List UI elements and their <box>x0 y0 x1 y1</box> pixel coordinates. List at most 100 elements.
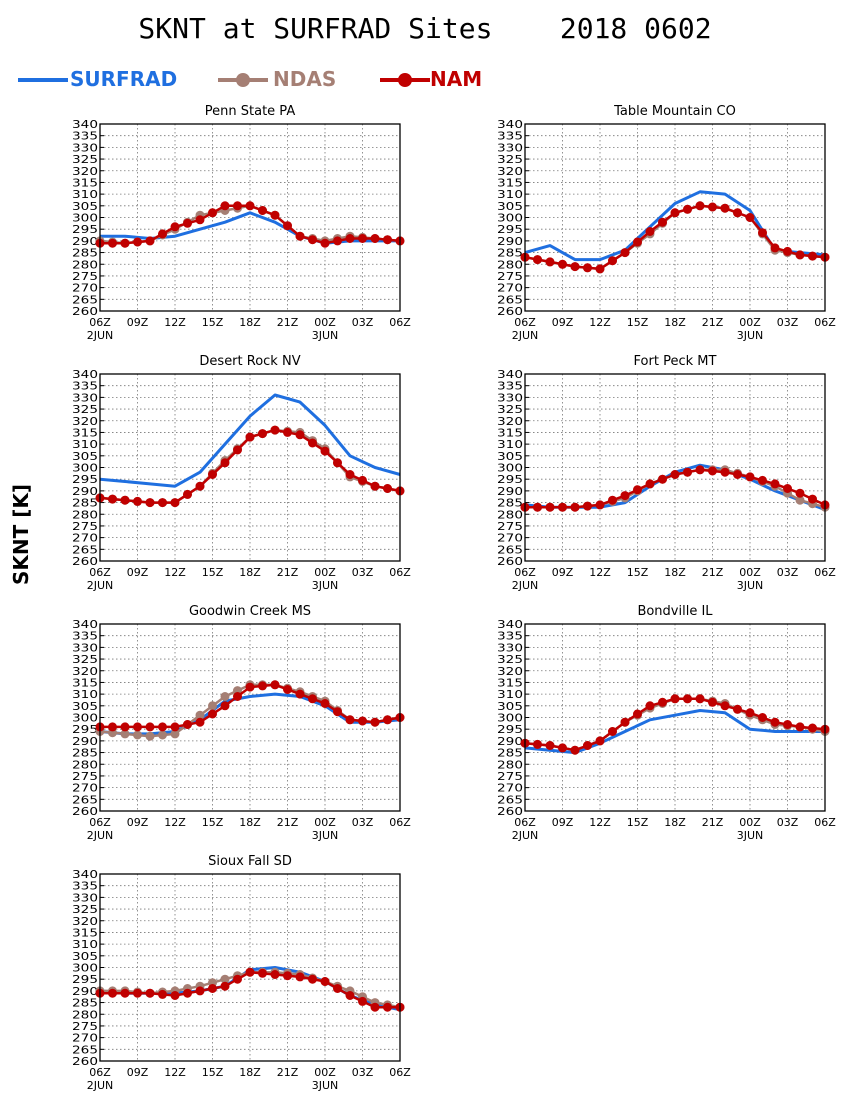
y-tick-label: 325 <box>72 403 98 416</box>
series-marker-nam <box>133 988 142 998</box>
y-tick-label: 340 <box>497 118 523 131</box>
series-marker-nam <box>195 481 205 491</box>
x-tick-label: 00Z <box>314 816 336 829</box>
series-marker-nam <box>708 697 717 707</box>
y-tick-label: 280 <box>497 258 523 271</box>
series-marker-nam <box>545 502 555 512</box>
y-tick-label: 290 <box>497 485 523 498</box>
y-tick-label: 305 <box>72 950 98 963</box>
series-marker-nam <box>733 470 742 479</box>
y-tick-label: 325 <box>72 153 98 166</box>
y-tick-label: 260 <box>497 305 523 318</box>
x-tick-label: 06Z <box>514 816 536 829</box>
x-tick-label: 18Z <box>239 566 261 579</box>
plot-frame <box>99 623 401 812</box>
x-tick-label: 12Z <box>589 816 611 829</box>
series-marker-ndas <box>220 692 230 701</box>
x-tick-label: 00Z <box>314 316 336 329</box>
y-tick-label: 340 <box>72 868 98 881</box>
series-marker-nam <box>358 234 367 243</box>
series-marker-nam <box>583 741 592 750</box>
series-marker-nam <box>208 470 217 479</box>
y-tick-label: 280 <box>497 758 523 771</box>
series-marker-nam <box>208 984 217 993</box>
series-marker-nam <box>645 227 655 236</box>
panel-title: Bondville IL <box>637 604 713 619</box>
x-tick-label: 03Z <box>777 816 799 829</box>
series-marker-nam <box>133 237 142 247</box>
series-marker-nam <box>158 722 167 732</box>
series-marker-nam <box>658 217 667 227</box>
series-marker-nam <box>170 498 180 508</box>
x-tick-label: 09Z <box>552 816 574 829</box>
x-tick-label: 12Z <box>589 316 611 329</box>
y-tick-label: 330 <box>497 641 523 654</box>
legend-label-ndas: NDAS <box>273 67 337 91</box>
series-marker-ndas <box>208 701 217 711</box>
x-tick-sublabel: 2JUN <box>512 579 539 592</box>
series-marker-nam <box>808 251 817 261</box>
series-marker-nam <box>345 234 355 243</box>
y-tick-label: 320 <box>497 665 523 678</box>
y-tick-label: 325 <box>72 903 98 916</box>
series-marker-nam <box>320 699 330 708</box>
series-marker-nam <box>758 475 767 485</box>
series-marker-nam <box>295 231 305 241</box>
y-tick-label: 315 <box>497 676 523 689</box>
series-marker-nam <box>208 208 217 218</box>
series-marker-nam <box>270 425 280 435</box>
y-tick-label: 315 <box>72 926 98 939</box>
x-tick-sublabel: 3JUN <box>312 329 339 342</box>
x-tick-sublabel: 3JUN <box>737 329 764 342</box>
x-tick-label: 09Z <box>127 566 149 579</box>
x-tick-label: 06Z <box>89 1066 111 1079</box>
series-marker-nam <box>783 484 792 493</box>
y-tick-label: 285 <box>497 247 523 260</box>
y-tick-label: 280 <box>72 1008 98 1021</box>
panel-sioux-fall-sd: Sioux Fall SD 260265270275280285290295300… <box>72 854 411 1092</box>
series-marker-ndas <box>133 730 142 740</box>
y-tick-label: 335 <box>497 630 523 643</box>
panel-desert-rock-nv: Desert Rock NV26026527027528028529029530… <box>72 354 411 592</box>
y-tick-label: 330 <box>72 391 98 404</box>
series-marker-nam <box>108 988 117 998</box>
series-marker-nam <box>220 458 230 468</box>
series-marker-nam <box>195 717 205 727</box>
x-tick-sublabel: 3JUN <box>312 579 339 592</box>
x-tick-label: 06Z <box>389 1066 411 1079</box>
x-tick-label: 18Z <box>239 816 261 829</box>
x-tick-label: 06Z <box>514 316 536 329</box>
series-line-ndas <box>100 970 401 1009</box>
y-tick-label: 285 <box>72 997 98 1010</box>
series-marker-nam <box>270 210 280 220</box>
y-tick-label: 320 <box>72 915 98 928</box>
series-marker-nam <box>295 689 305 699</box>
series-marker-nam <box>145 722 155 732</box>
y-tick-label: 295 <box>497 223 523 236</box>
series-marker-nam <box>370 1002 380 1012</box>
series-marker-nam <box>233 445 242 455</box>
x-tick-label: 15Z <box>627 816 649 829</box>
series-marker-nam <box>620 717 630 727</box>
series-marker-nam <box>308 235 317 245</box>
y-tick-label: 260 <box>497 555 523 568</box>
series-marker-nam <box>683 204 692 214</box>
y-tick-label: 330 <box>72 641 98 654</box>
series-marker-nam <box>245 682 255 692</box>
y-tick-label: 305 <box>72 450 98 463</box>
y-tick-label: 300 <box>72 962 98 975</box>
y-tick-label: 295 <box>72 723 98 736</box>
y-tick-label: 260 <box>72 805 98 818</box>
y-tick-label: 290 <box>72 735 98 748</box>
y-tick-label: 340 <box>497 368 523 381</box>
x-tick-label: 18Z <box>664 316 686 329</box>
y-tick-label: 275 <box>72 270 98 283</box>
series-marker-nam <box>345 991 355 1000</box>
y-tick-label: 315 <box>72 426 98 439</box>
series-marker-nam <box>245 432 255 442</box>
series-marker-nam <box>745 708 755 718</box>
y-tick-label: 300 <box>497 212 523 225</box>
series-marker-nam <box>370 234 380 243</box>
series-marker-nam <box>133 496 142 506</box>
x-tick-label: 09Z <box>552 316 574 329</box>
